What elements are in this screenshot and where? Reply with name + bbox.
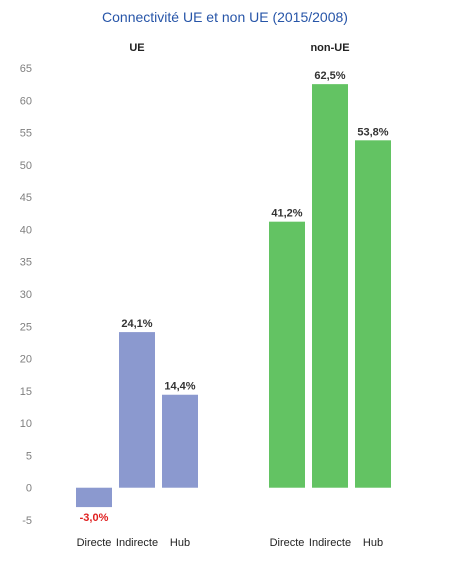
panel-ue: UE -3,0% Directe 24,1% Indirecte 14,4% Hub bbox=[76, 42, 198, 549]
data-label: 53,8% bbox=[357, 126, 388, 138]
chart-panels: UE-3,0%Directe24,1%Indirecte14,4%Hubnon-… bbox=[76, 42, 391, 549]
bar-indirecte bbox=[119, 332, 155, 488]
bar-hub bbox=[162, 394, 198, 488]
data-label: -3,0% bbox=[80, 512, 109, 524]
y-tick-label: 55 bbox=[20, 128, 32, 140]
panel-title: UE bbox=[129, 42, 144, 54]
x-tick-label: Directe bbox=[77, 537, 112, 549]
y-tick-label: 50 bbox=[20, 160, 32, 172]
y-tick-label: 65 bbox=[20, 63, 32, 75]
x-tick-label: Indirecte bbox=[309, 537, 351, 549]
data-label: 62,5% bbox=[314, 70, 345, 82]
y-tick-label: 35 bbox=[20, 257, 32, 269]
y-tick-label: 20 bbox=[20, 354, 32, 366]
bar-indirecte bbox=[312, 84, 348, 488]
x-tick-label: Indirecte bbox=[116, 537, 158, 549]
x-tick-label: Hub bbox=[170, 537, 190, 549]
y-tick-label: -5 bbox=[22, 515, 32, 527]
y-tick-label: 15 bbox=[20, 386, 32, 398]
data-label: 14,4% bbox=[164, 381, 195, 393]
y-tick-label: 5 bbox=[26, 450, 32, 462]
chart-title: Connectivité UE et non UE (2015/2008) bbox=[102, 9, 348, 25]
y-tick-label: 45 bbox=[20, 192, 32, 204]
y-tick-label: 60 bbox=[20, 95, 32, 107]
data-label: 41,2% bbox=[271, 208, 302, 220]
bar-directe bbox=[269, 221, 305, 488]
y-tick-label: 10 bbox=[20, 418, 32, 430]
y-tick-label: 30 bbox=[20, 289, 32, 301]
bar-hub bbox=[355, 140, 391, 488]
panel-title: non-UE bbox=[310, 42, 349, 54]
bar-directe bbox=[76, 487, 112, 508]
panel-non-ue: non-UE 41,2% Directe 62,5% Indirecte 53,8% Hub bbox=[269, 42, 391, 549]
x-tick-label: Directe bbox=[270, 537, 305, 549]
data-label: 24,1% bbox=[121, 318, 152, 330]
y-tick-label: 40 bbox=[20, 224, 32, 236]
y-tick-label: 0 bbox=[26, 483, 32, 495]
x-tick-label: Hub bbox=[363, 537, 383, 549]
y-tick-label: 25 bbox=[20, 321, 32, 333]
